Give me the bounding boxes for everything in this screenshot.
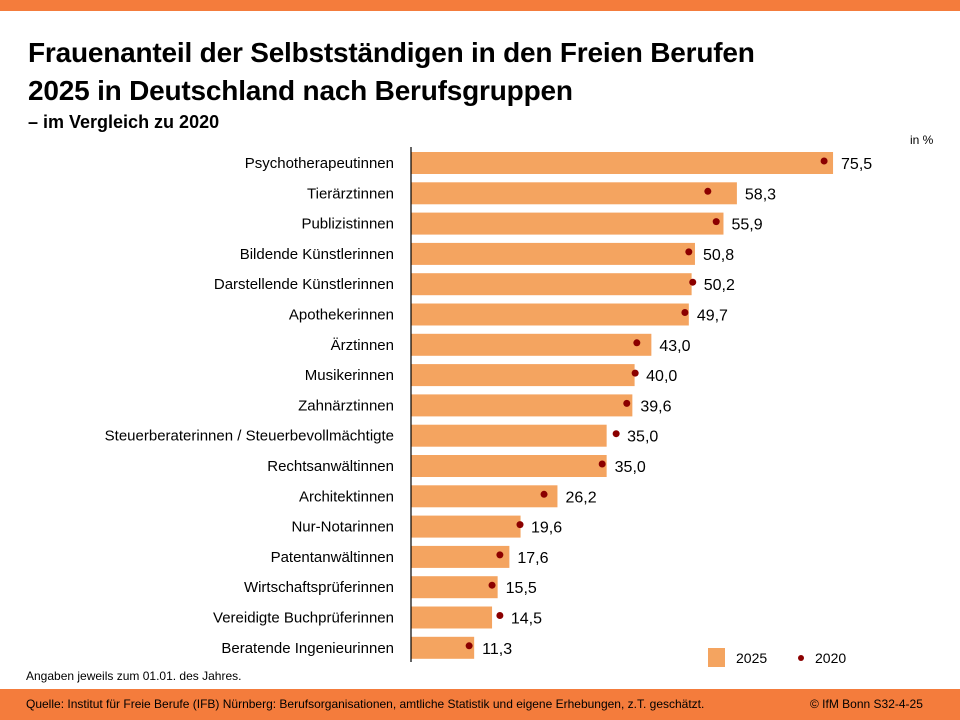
value-label: 49,7 [697,308,728,325]
category-label: Musikerinnen [305,367,394,384]
legend-label-2020: 2020 [815,650,847,666]
category-label: Bildende Künstlerinnen [240,246,394,263]
bar-2025 [411,152,834,174]
bar-2025 [411,455,607,477]
bar-2025 [411,485,558,508]
category-label: Architektinnen [299,488,394,505]
marker-2020 [465,642,473,650]
marker-2020 [685,248,693,256]
chart-title: Frauenanteil der Selbstständigen in den … [28,34,755,110]
legend-label-2025: 2025 [736,650,768,666]
source-text: Quelle: Institut für Freie Berufe (IFB) … [26,697,705,711]
bar-2025 [411,273,692,296]
marker-2020 [612,430,620,438]
bar-2025 [411,636,475,659]
marker-2020 [820,157,828,165]
bar-2025 [411,576,498,599]
legend-marker-2020 [798,655,804,661]
bar-2025 [411,182,737,205]
footnote: Angaben jeweils zum 01.01. des Jahres. [26,669,242,683]
legend-swatch-2025 [708,648,725,667]
value-label: 19,6 [531,520,562,537]
value-label: 11,3 [482,641,512,658]
value-label: 58,3 [745,186,776,203]
bar-2025 [411,424,607,447]
marker-2020 [689,278,697,286]
value-label: 35,0 [615,459,646,476]
footer-bar: Quelle: Institut für Freie Berufe (IFB) … [0,689,960,720]
value-label: 55,9 [731,217,762,234]
value-label: 26,2 [565,489,596,506]
category-label: Rechtsanwältinnen [267,458,394,475]
value-label: 50,8 [703,247,734,264]
bar-2025 [411,242,695,265]
bar-2025 [411,394,633,417]
value-label: 39,6 [640,398,671,415]
copyright-text: © IfM Bonn S32-4-25 [810,697,923,711]
bar-2025 [411,303,689,326]
title-line-1: Frauenanteil der Selbstständigen in den … [28,37,755,68]
marker-2020 [496,551,504,559]
category-label: Zahnärztinnen [298,397,394,414]
category-label: Psychotherapeutinnen [245,155,394,172]
category-label: Wirtschaftsprüferinnen [244,579,394,596]
unit-label: in % [910,133,934,147]
category-label: Beratende Ingenieurinnen [221,640,394,657]
marker-2020 [516,521,524,529]
value-label: 17,6 [517,550,548,567]
marker-2020 [712,218,720,226]
category-label: Publizistinnen [301,216,394,233]
marker-2020 [681,309,689,316]
value-label: 40,0 [646,368,677,385]
chart-subtitle: – im Vergleich zu 2020 [28,112,220,132]
value-label: 75,5 [841,156,872,173]
bar-2025 [411,333,652,356]
category-label: Steuerberaterinnen / Steuerbevollmächtig… [105,428,394,445]
marker-2020 [631,369,639,377]
bar-2025 [411,545,510,568]
category-label: Ärztinnen [331,337,394,354]
value-label: 50,2 [704,277,735,294]
marker-2020 [496,612,504,619]
value-label: 35,0 [627,429,658,446]
value-label: 14,5 [511,611,542,628]
marker-2020 [540,490,548,498]
marker-2020 [598,460,606,468]
bar-2025 [411,364,635,387]
category-label: Vereidigte Buchprüferinnen [213,610,394,627]
marker-2020 [623,399,631,407]
top-accent-bar [0,0,960,11]
marker-2020 [704,187,712,195]
value-label: 15,5 [506,580,537,597]
title-line-2: 2025 in Deutschland nach Berufsgruppen [28,75,573,106]
bar-2025 [411,606,493,629]
category-label: Tierärztinnen [307,185,394,202]
marker-2020 [488,581,496,589]
bar-2025 [411,212,724,235]
category-label: Apothekerinnen [289,307,394,324]
category-label: Patentanwältinnen [271,549,394,566]
category-label: Darstellende Künstlerinnen [214,276,394,293]
marker-2020 [633,339,641,347]
bar-2025 [411,515,521,538]
category-label: Nur-Notarinnen [291,519,394,536]
value-label: 43,0 [659,338,690,355]
